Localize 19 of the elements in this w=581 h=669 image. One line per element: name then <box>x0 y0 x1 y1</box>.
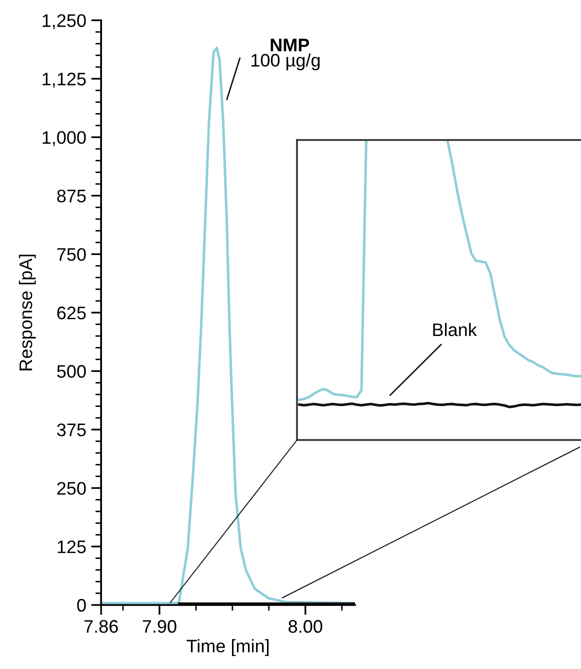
y-tick-label: 750 <box>57 248 86 261</box>
x-tick-label: 7.90 <box>142 620 176 633</box>
y-tick-label: 500 <box>57 365 86 378</box>
annotation: 100 µg/g <box>252 53 320 70</box>
y-tick-label: 125 <box>58 540 86 554</box>
y-tick-label: 375 <box>57 424 86 436</box>
x-tick-label: 8.00 <box>288 620 322 633</box>
y-tick-label: 1,250 <box>42 14 86 30</box>
y-tick-label: 0 <box>77 598 86 612</box>
y-tick-label: 625 <box>57 306 86 320</box>
x-axis-title: Time [min] <box>186 639 269 656</box>
x-tick-label: 7.86 <box>84 620 118 633</box>
text: Blank <box>433 322 477 336</box>
text: NMP <box>270 38 310 52</box>
y-tick-label: 1,125 <box>42 72 86 88</box>
y-axis-title: Response [pA] <box>18 254 36 370</box>
y-tick-label: 875 <box>57 190 86 202</box>
y-tick-label: 250 <box>57 482 86 495</box>
y-tick-label: 1,000 <box>42 131 86 146</box>
